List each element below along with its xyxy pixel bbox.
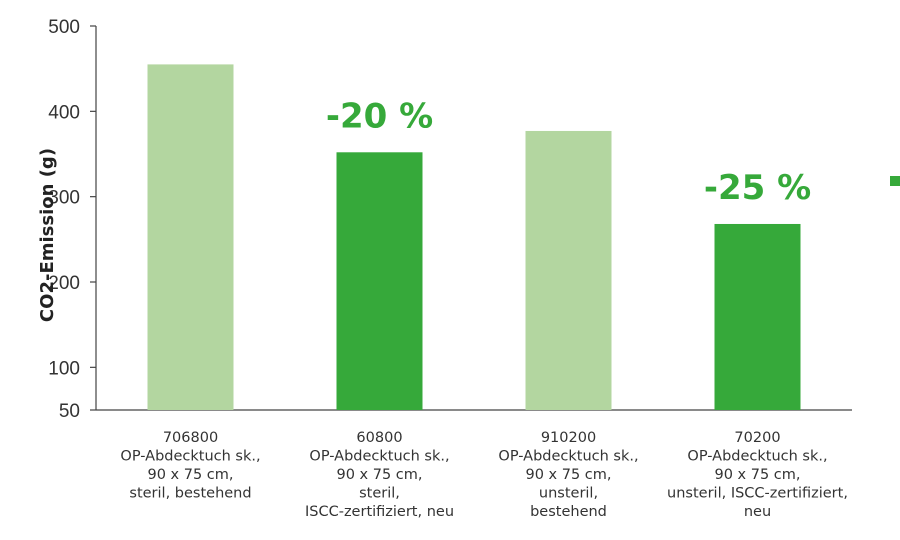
category-label-line: unsteril, [539,486,598,502]
y-tick-label: 100 [48,358,80,379]
category-label-line: 70200 [734,430,780,446]
category-label-line: 706800 [163,430,218,446]
category-label-line: bestehend [530,504,607,520]
category-label-line: 60800 [356,430,402,446]
reduction-annotation-1: -20 % [326,96,433,136]
y-axis-label: CO2-Emission (g) [37,148,58,322]
category-label-line: 90 x 75 cm, [714,467,800,483]
y-tick-label: 50 [59,401,80,422]
category-labels: 706800 OP-Abdecktuch sk., 90 x 75 cm, steri… [120,430,848,520]
category-label-line: 90 x 75 cm, [147,467,233,483]
bar-4 [714,223,801,410]
category-label-line: steril, bestehend [129,486,251,502]
cropped-side-text [890,176,900,186]
category-label-line: 90 x 75 cm, [336,467,422,483]
cropped-green-mark [890,176,900,186]
y-axis: 50 100 200 300 400 500 [48,17,97,422]
category-label-line: ISCC-zertifiziert, neu [305,504,454,520]
category-label-line: OP-Abdecktuch sk., [687,449,827,465]
reduction-annotation-2: -25 % [704,168,811,208]
category-label-line: 90 x 75 cm, [525,467,611,483]
category-label-line: OP-Abdecktuch sk., [498,449,638,465]
bars [147,64,801,411]
category-label-3: 910200 OP-Abdecktuch sk., 90 x 75 cm, unste… [498,430,638,520]
category-label-2: 60800 OP-Abdecktuch sk., 90 x 75 cm, steril… [305,430,454,520]
y-tick-label: 300 [48,188,80,209]
category-label-line: OP-Abdecktuch sk., [309,449,449,465]
category-label-line: steril, [359,486,400,502]
category-label-line: neu [744,504,771,520]
y-tick-label: 500 [48,17,80,38]
y-tick-label: 400 [48,102,80,123]
bar-1 [147,64,234,411]
category-label-line: OP-Abdecktuch sk., [120,449,260,465]
bar-3 [525,130,612,410]
y-tick-label: 200 [48,273,80,294]
bar-2 [336,152,423,410]
category-label-line: 910200 [541,430,596,446]
category-label-1: 706800 OP-Abdecktuch sk., 90 x 75 cm, steri… [120,430,260,502]
category-label-line: unsteril, ISCC-zertifiziert, [667,486,848,502]
category-label-4: 70200 OP-Abdecktuch sk., 90 x 75 cm, unster… [667,430,848,520]
annotations: -20 % -25 % [326,96,811,208]
